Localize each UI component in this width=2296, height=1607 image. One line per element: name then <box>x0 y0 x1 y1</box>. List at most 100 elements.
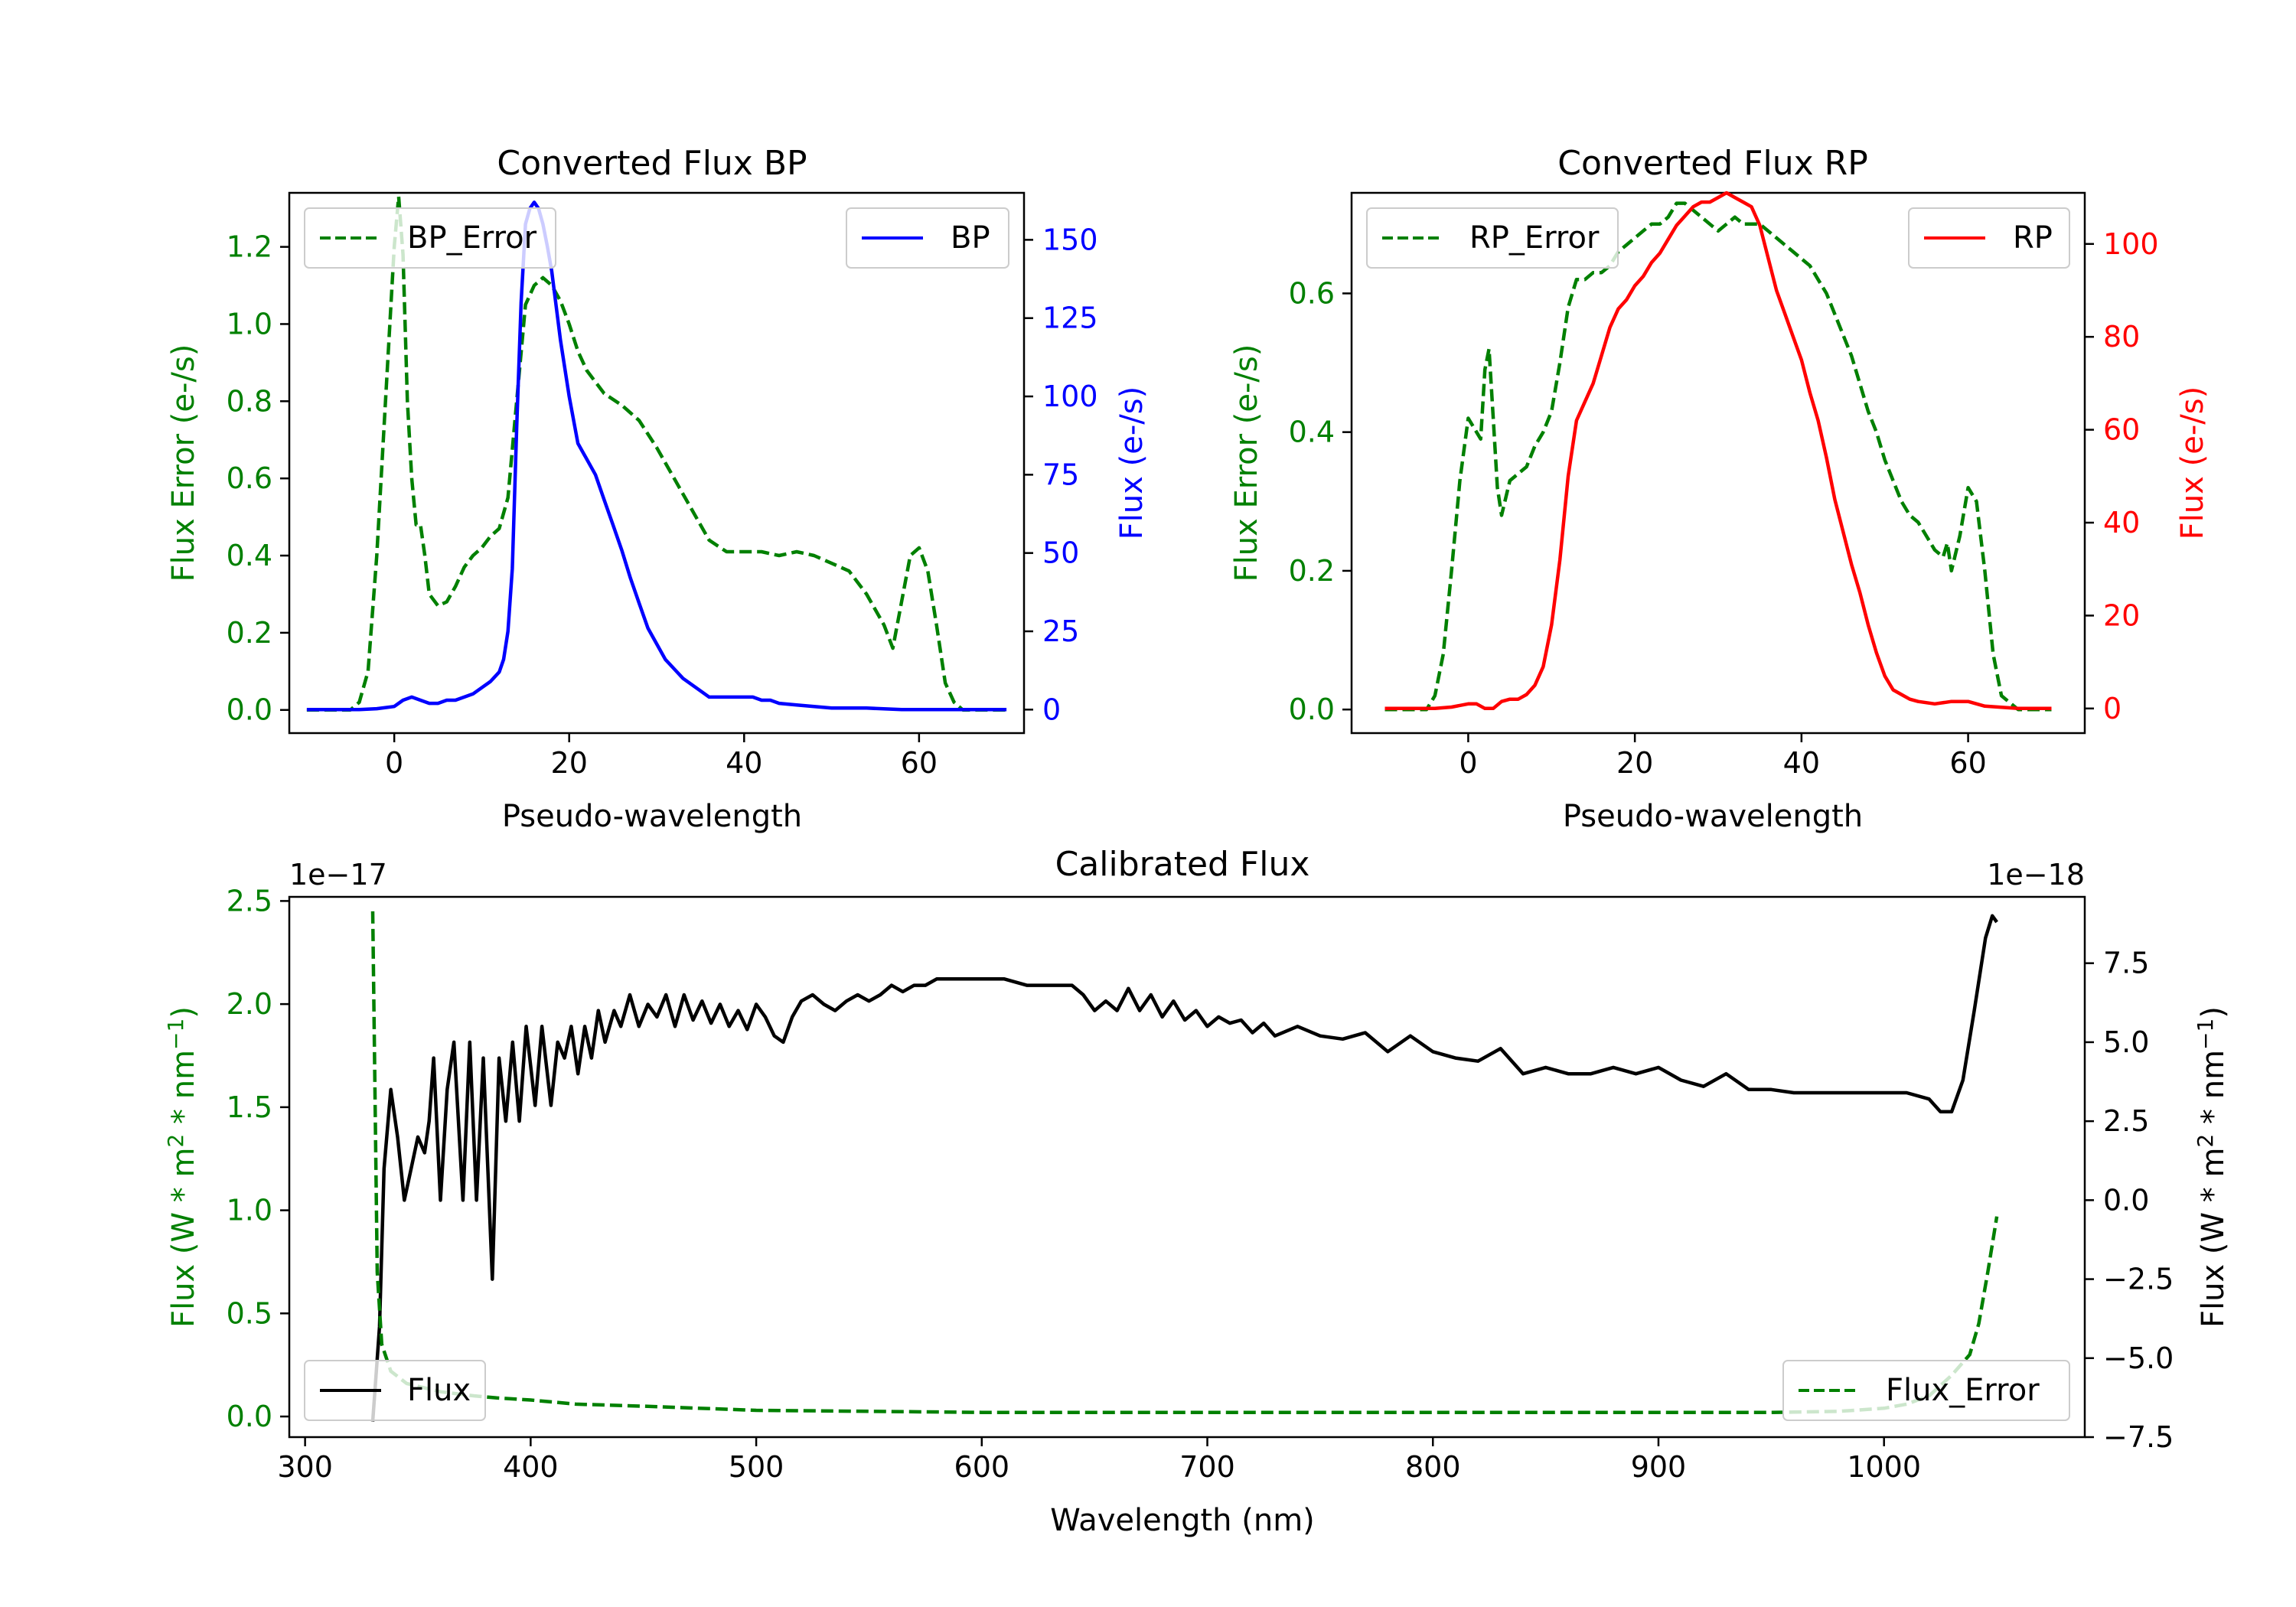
rp-ytick-right-label: 0 <box>2103 692 2122 725</box>
cal-xtick-label: 600 <box>954 1450 1010 1484</box>
bp-chart: Converted Flux BP 0 20 40 60 0.0 0.2 0.4 0.6 0.8… <box>166 144 1150 834</box>
rp-ytick-right-label: 80 <box>2103 320 2140 354</box>
bp-ytick-right-label: 75 <box>1042 458 1079 491</box>
cal-xtick-label: 300 <box>277 1450 333 1484</box>
bp-xtick-label: 20 <box>551 746 588 780</box>
cal-ytick-right-label: 0.0 <box>2103 1183 2149 1217</box>
cal-ytick-left-label: 0.0 <box>227 1400 272 1433</box>
cal-ylabel-left-sup2: −1 <box>163 1019 188 1050</box>
cal-xlabel: Wavelength (nm) <box>1050 1503 1315 1538</box>
cal-ylabel-left-c: ) <box>166 1006 201 1019</box>
bp-legend-left: BP_Error <box>304 207 556 269</box>
rp-xtick-label: 20 <box>1616 746 1653 780</box>
bp-axes-frame <box>288 191 1026 735</box>
cal-ytick-right-label: −2.5 <box>2103 1263 2174 1296</box>
cal-ytick-left-label: 1.5 <box>227 1090 272 1124</box>
bp-legend-error-label: BP_Error <box>407 220 537 256</box>
cal-ylabel-right: Flux (W * m2 * nm−1) <box>2193 1006 2231 1328</box>
cal-ylabel-right-c: ) <box>2196 1006 2231 1019</box>
rp-ytick-right-label: 40 <box>2103 506 2140 539</box>
rp-ytick-right-label: 100 <box>2103 227 2159 261</box>
bp-ytick-right-label: 125 <box>1042 302 1098 335</box>
rp-ytick-left-label: 0.4 <box>1289 416 1335 449</box>
cal-ylabel-left-b: * nm <box>166 1050 201 1134</box>
cal-legend-left: Flux <box>304 1360 486 1421</box>
cal-ylabel-left-a: Flux (W * m <box>166 1148 201 1328</box>
cal-ytick-right-label: −7.5 <box>2103 1420 2174 1454</box>
bp-title: Converted Flux BP <box>497 144 807 183</box>
cal-xtick-label: 800 <box>1405 1450 1461 1484</box>
cal-axes-frame <box>288 895 2086 1439</box>
rp-xtick-label: 40 <box>1783 746 1820 780</box>
cal-ytick-right-label: −5.0 <box>2103 1341 2174 1375</box>
bp-ytick-left-label: 1.2 <box>227 230 272 264</box>
cal-ylabel-left: Flux (W * m2 * nm−1) <box>163 1006 201 1328</box>
cal-ylabel-right-sup1: 2 <box>2193 1134 2218 1148</box>
bp-ytick-right-label: 150 <box>1042 223 1098 256</box>
cal-legend-flux-label: Flux <box>407 1373 471 1408</box>
bp-ytick-right-label: 50 <box>1042 536 1079 570</box>
rp-ylabel-left: Flux Error (e-/s) <box>1229 344 1264 582</box>
cal-xtick-label: 400 <box>503 1450 559 1484</box>
cal-xtick-label: 700 <box>1179 1450 1235 1484</box>
bp-ytick-right-label: 0 <box>1042 693 1061 726</box>
bp-series-bp <box>306 200 1007 712</box>
bp-ytick-left-label: 0.6 <box>227 461 272 495</box>
cal-ylabel-left-sup1: 2 <box>163 1134 188 1148</box>
cal-ytick-left-label: 2.0 <box>227 987 272 1021</box>
cal-ytick-left-label: 1.0 <box>227 1194 272 1227</box>
rp-legend-rp-label: RP <box>2013 220 2053 256</box>
cal-ylabel-right-sup2: −1 <box>2193 1019 2218 1050</box>
cal-ytick-left-label: 0.5 <box>227 1296 272 1330</box>
cal-xtick-label: 1000 <box>1847 1450 1921 1484</box>
rp-ytick-right-label: 20 <box>2103 598 2140 632</box>
bp-xtick-label: 60 <box>901 746 938 780</box>
rp-legend-left: RP_Error <box>1366 207 1619 269</box>
calibrated-chart: Calibrated Flux 1e−17 1e−18 300 400 500 600… <box>163 845 2231 1538</box>
rp-series-rp <box>1384 191 2052 711</box>
bp-ylabel-left: Flux Error (e-/s) <box>166 344 201 582</box>
bp-ytick-left-label: 1.0 <box>227 307 272 341</box>
bp-xtick-label: 0 <box>385 746 403 780</box>
bp-legend-bp-label: BP <box>951 220 990 256</box>
bp-ytick-left-label: 0.8 <box>227 384 272 418</box>
cal-series-flux-error <box>370 911 1999 1414</box>
cal-ylabel-right-b: * nm <box>2196 1050 2231 1134</box>
cal-xtick-label: 900 <box>1631 1450 1687 1484</box>
cal-offset-right: 1e−18 <box>1987 858 2085 892</box>
rp-legend-right: RP <box>1908 207 2070 269</box>
rp-series-rp-error <box>1384 201 2052 712</box>
bp-legend-right: BP <box>846 207 1009 269</box>
rp-chart: Converted Flux RP 0 20 40 60 0.0 0.2 0.4 0.6 0 20… <box>1229 144 2210 834</box>
bp-xlabel: Pseudo-wavelength <box>502 799 802 834</box>
rp-ytick-right-label: 60 <box>2103 413 2140 447</box>
rp-ytick-left-label: 0.6 <box>1289 276 1335 310</box>
bp-ytick-right-label: 25 <box>1042 614 1079 648</box>
bp-ytick-left-label: 0.0 <box>227 693 272 727</box>
rp-ylabel-right: Flux (e-/s) <box>2175 386 2210 539</box>
cal-ytick-right-label: 2.5 <box>2103 1104 2149 1138</box>
rp-xtick-label: 0 <box>1459 746 1477 780</box>
bp-ytick-left-label: 0.4 <box>227 539 272 572</box>
cal-ytick-right-label: 7.5 <box>2103 947 2149 980</box>
rp-axes-frame <box>1350 191 2086 735</box>
rp-ytick-left-label: 0.0 <box>1289 693 1335 726</box>
rp-xtick-label: 60 <box>1949 746 1986 780</box>
cal-legend-error-label: Flux_Error <box>1886 1373 2040 1408</box>
rp-legend-error-label: RP_Error <box>1469 220 1600 256</box>
rp-ytick-left-label: 0.2 <box>1289 554 1335 588</box>
rp-title: Converted Flux RP <box>1557 144 1868 183</box>
cal-xtick-label: 500 <box>729 1450 784 1484</box>
bp-ytick-left-label: 0.2 <box>227 616 272 650</box>
bp-series-bp-error <box>306 194 1007 712</box>
cal-series-flux <box>370 914 1998 1422</box>
cal-title: Calibrated Flux <box>1055 845 1310 884</box>
rp-xlabel: Pseudo-wavelength <box>1563 799 1863 834</box>
bp-ytick-right-label: 100 <box>1042 380 1098 413</box>
cal-legend-right: Flux_Error <box>1782 1360 2070 1421</box>
bp-ylabel-right: Flux (e-/s) <box>1114 386 1150 539</box>
cal-ytick-right-label: 5.0 <box>2103 1025 2149 1059</box>
cal-ylabel-right-a: Flux (W * m <box>2196 1148 2231 1328</box>
cal-ytick-left-label: 2.5 <box>227 884 272 918</box>
